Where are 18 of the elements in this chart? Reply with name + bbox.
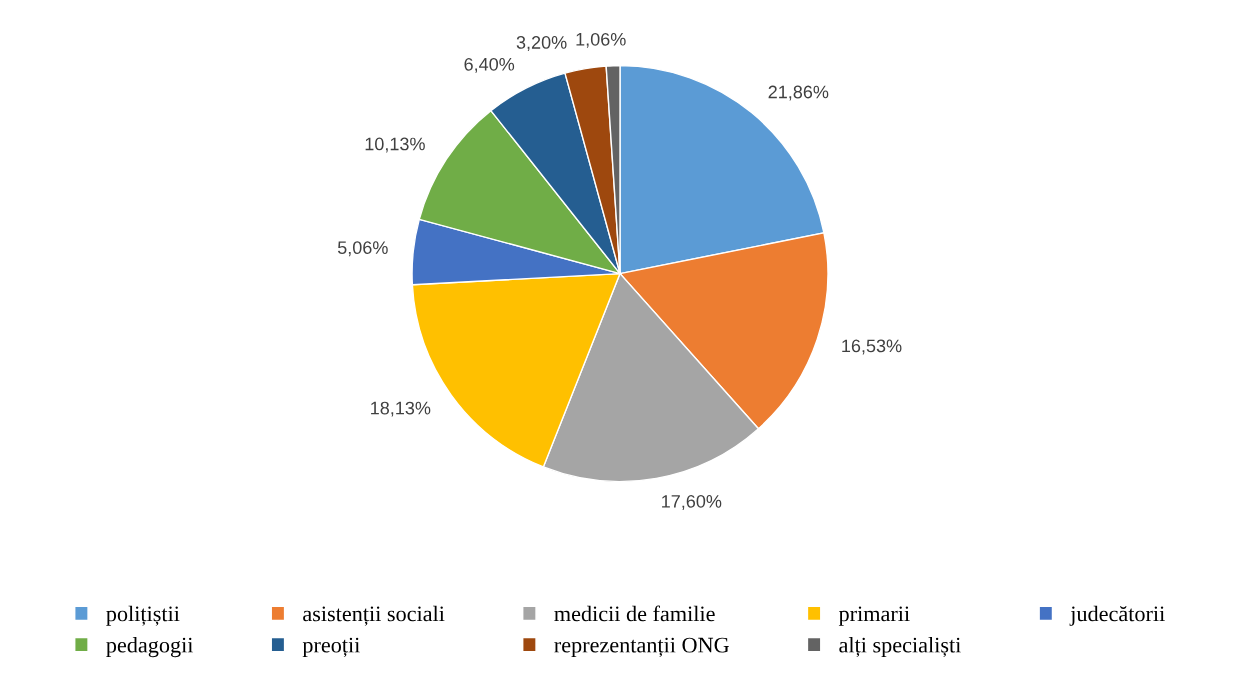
legend-label: reprezentanții ONG: [554, 637, 729, 658]
data-label: 6,40%: [464, 57, 515, 73]
legend-label: polițiștii: [106, 605, 180, 626]
legend-label: preoții: [302, 637, 360, 658]
legend-label: pedagogii: [106, 636, 194, 658]
legend-label: asistenții sociali: [303, 605, 445, 626]
data-label: 16,53%: [842, 339, 902, 355]
data-label: 17,60%: [662, 494, 722, 510]
data-label: 5,06%: [337, 241, 388, 257]
data-label: 3,20%: [516, 36, 567, 51]
data-label: 21,86%: [768, 85, 829, 101]
legend-label: medicii de familie: [554, 605, 715, 622]
legend-label: primarii: [838, 606, 910, 626]
data-label: 18,13%: [371, 401, 431, 417]
data-label: 10,13%: [365, 137, 425, 153]
data-label: 1,06%: [576, 32, 626, 48]
legend-label: alți specialiști: [839, 636, 961, 658]
legend-label: judecătorii: [1069, 605, 1165, 626]
